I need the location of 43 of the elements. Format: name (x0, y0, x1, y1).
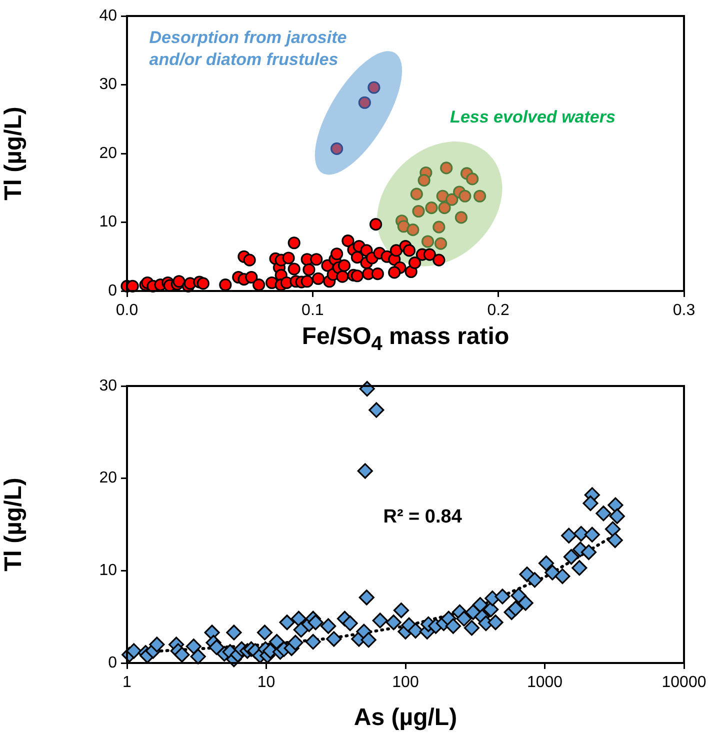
x-tick-label: 100 (392, 674, 419, 692)
y-tick-label: 40 (99, 7, 118, 24)
y-tick-label: 20 (99, 470, 118, 487)
x-tick-label: 0.3 (672, 302, 696, 320)
x-tick-label: 10 (257, 674, 276, 692)
point (397, 220, 410, 233)
x-tick-label: 0.1 (302, 302, 324, 320)
y-tick-label: 20 (99, 144, 118, 162)
y-tick-label: 0 (108, 282, 118, 300)
annotation: Desorption from jarosite and/or diatom frustules (149, 28, 347, 69)
y-tick-label: 30 (99, 377, 118, 394)
point (425, 202, 438, 214)
point (406, 224, 420, 236)
x-tick-label: 1000 (526, 674, 563, 692)
point (466, 172, 479, 186)
point (458, 190, 472, 202)
x-tick-label: 10000 (662, 674, 706, 692)
y-tick-label: 10 (99, 562, 118, 580)
point (330, 142, 344, 155)
x-tick-label: 0.0 (116, 302, 138, 320)
x-axis-title: As (µg/L) (352, 703, 458, 733)
x-tick-label: 1 (122, 674, 132, 692)
point (454, 211, 468, 224)
x-axis-title: Fe/SO$_{4}$ mass ratio (300, 322, 510, 357)
annotation: Less evolved waters (450, 108, 616, 127)
point (418, 174, 430, 187)
point (410, 188, 423, 200)
y-axis-title: Tl (µg/L) (0, 106, 28, 200)
point (421, 235, 434, 248)
y-tick-label: 0 (108, 654, 118, 672)
point (473, 190, 486, 202)
x-tick-label: 0.2 (487, 302, 510, 320)
point (358, 96, 371, 109)
point (368, 81, 380, 94)
y-tick-label: 30 (99, 76, 118, 94)
y-axis-title: Tl (µg/L) (0, 478, 28, 572)
annotation: R² = 0.84 (383, 506, 462, 528)
y-tick-label: 10 (99, 214, 118, 231)
point (438, 202, 451, 214)
point (434, 237, 448, 250)
point (412, 204, 425, 218)
point (432, 220, 446, 234)
point (440, 162, 453, 174)
